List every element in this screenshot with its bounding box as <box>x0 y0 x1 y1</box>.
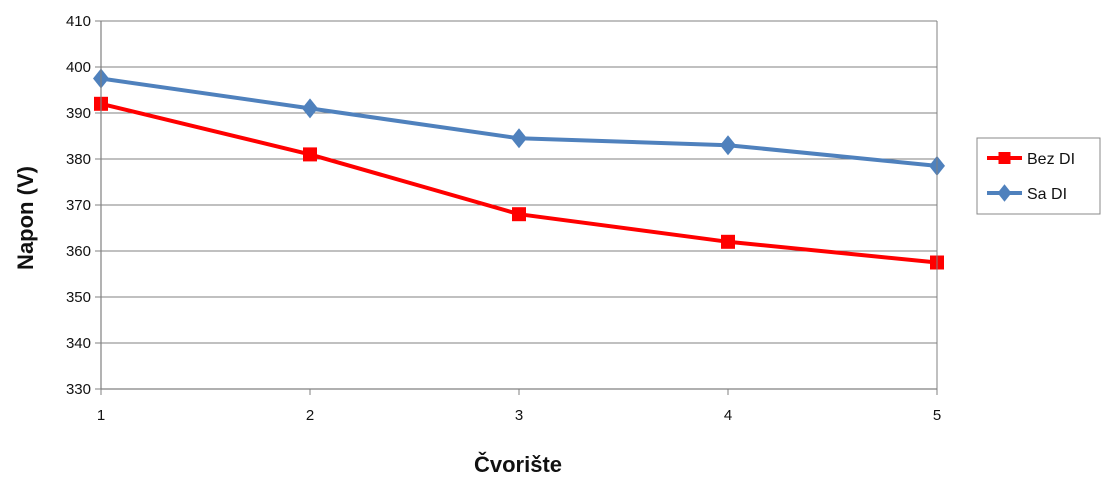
legend-marker <box>997 184 1012 202</box>
series-sa-di <box>93 68 945 176</box>
legend-box <box>976 137 1101 215</box>
data-point <box>302 98 318 119</box>
y-tick-label: 340 <box>66 335 91 352</box>
x-tick-labels: 1 2 3 4 5 <box>97 407 941 424</box>
x-tick-label: 4 <box>724 407 732 424</box>
x-tick-label: 3 <box>515 407 523 424</box>
data-point <box>303 147 317 162</box>
legend: Bez DI Sa DI <box>976 137 1101 215</box>
data-point <box>720 135 736 156</box>
y-tick-label: 350 <box>66 289 91 306</box>
y-tick-label: 360 <box>66 243 91 260</box>
data-point <box>511 128 527 149</box>
data-point <box>721 234 735 249</box>
x-tick-label: 1 <box>97 407 105 424</box>
gridlines <box>101 20 937 389</box>
legend-entry: Sa DI <box>987 184 1067 203</box>
legend-label: Sa DI <box>1027 186 1067 203</box>
x-tick-label: 5 <box>933 407 941 424</box>
y-tick-labels: 330 340 350 360 370 380 390 400 410 <box>66 13 91 398</box>
series-bez-di <box>94 96 944 270</box>
y-tick-label: 400 <box>66 59 91 76</box>
y-axis-title: Napon (V) <box>13 166 38 270</box>
y-tick-label: 370 <box>66 197 91 214</box>
series-layer <box>93 68 945 270</box>
y-tick-label: 410 <box>66 13 91 30</box>
axes <box>95 20 938 395</box>
legend-entry: Bez DI <box>987 151 1075 168</box>
y-tick-label: 330 <box>66 381 91 398</box>
legend-label: Bez DI <box>1027 151 1075 168</box>
y-tick-label: 380 <box>66 151 91 168</box>
y-tick-label: 390 <box>66 105 91 122</box>
x-tick-label: 2 <box>306 407 314 424</box>
x-axis-title: Čvorište <box>474 452 562 477</box>
legend-marker <box>998 152 1011 164</box>
data-point <box>512 207 526 222</box>
